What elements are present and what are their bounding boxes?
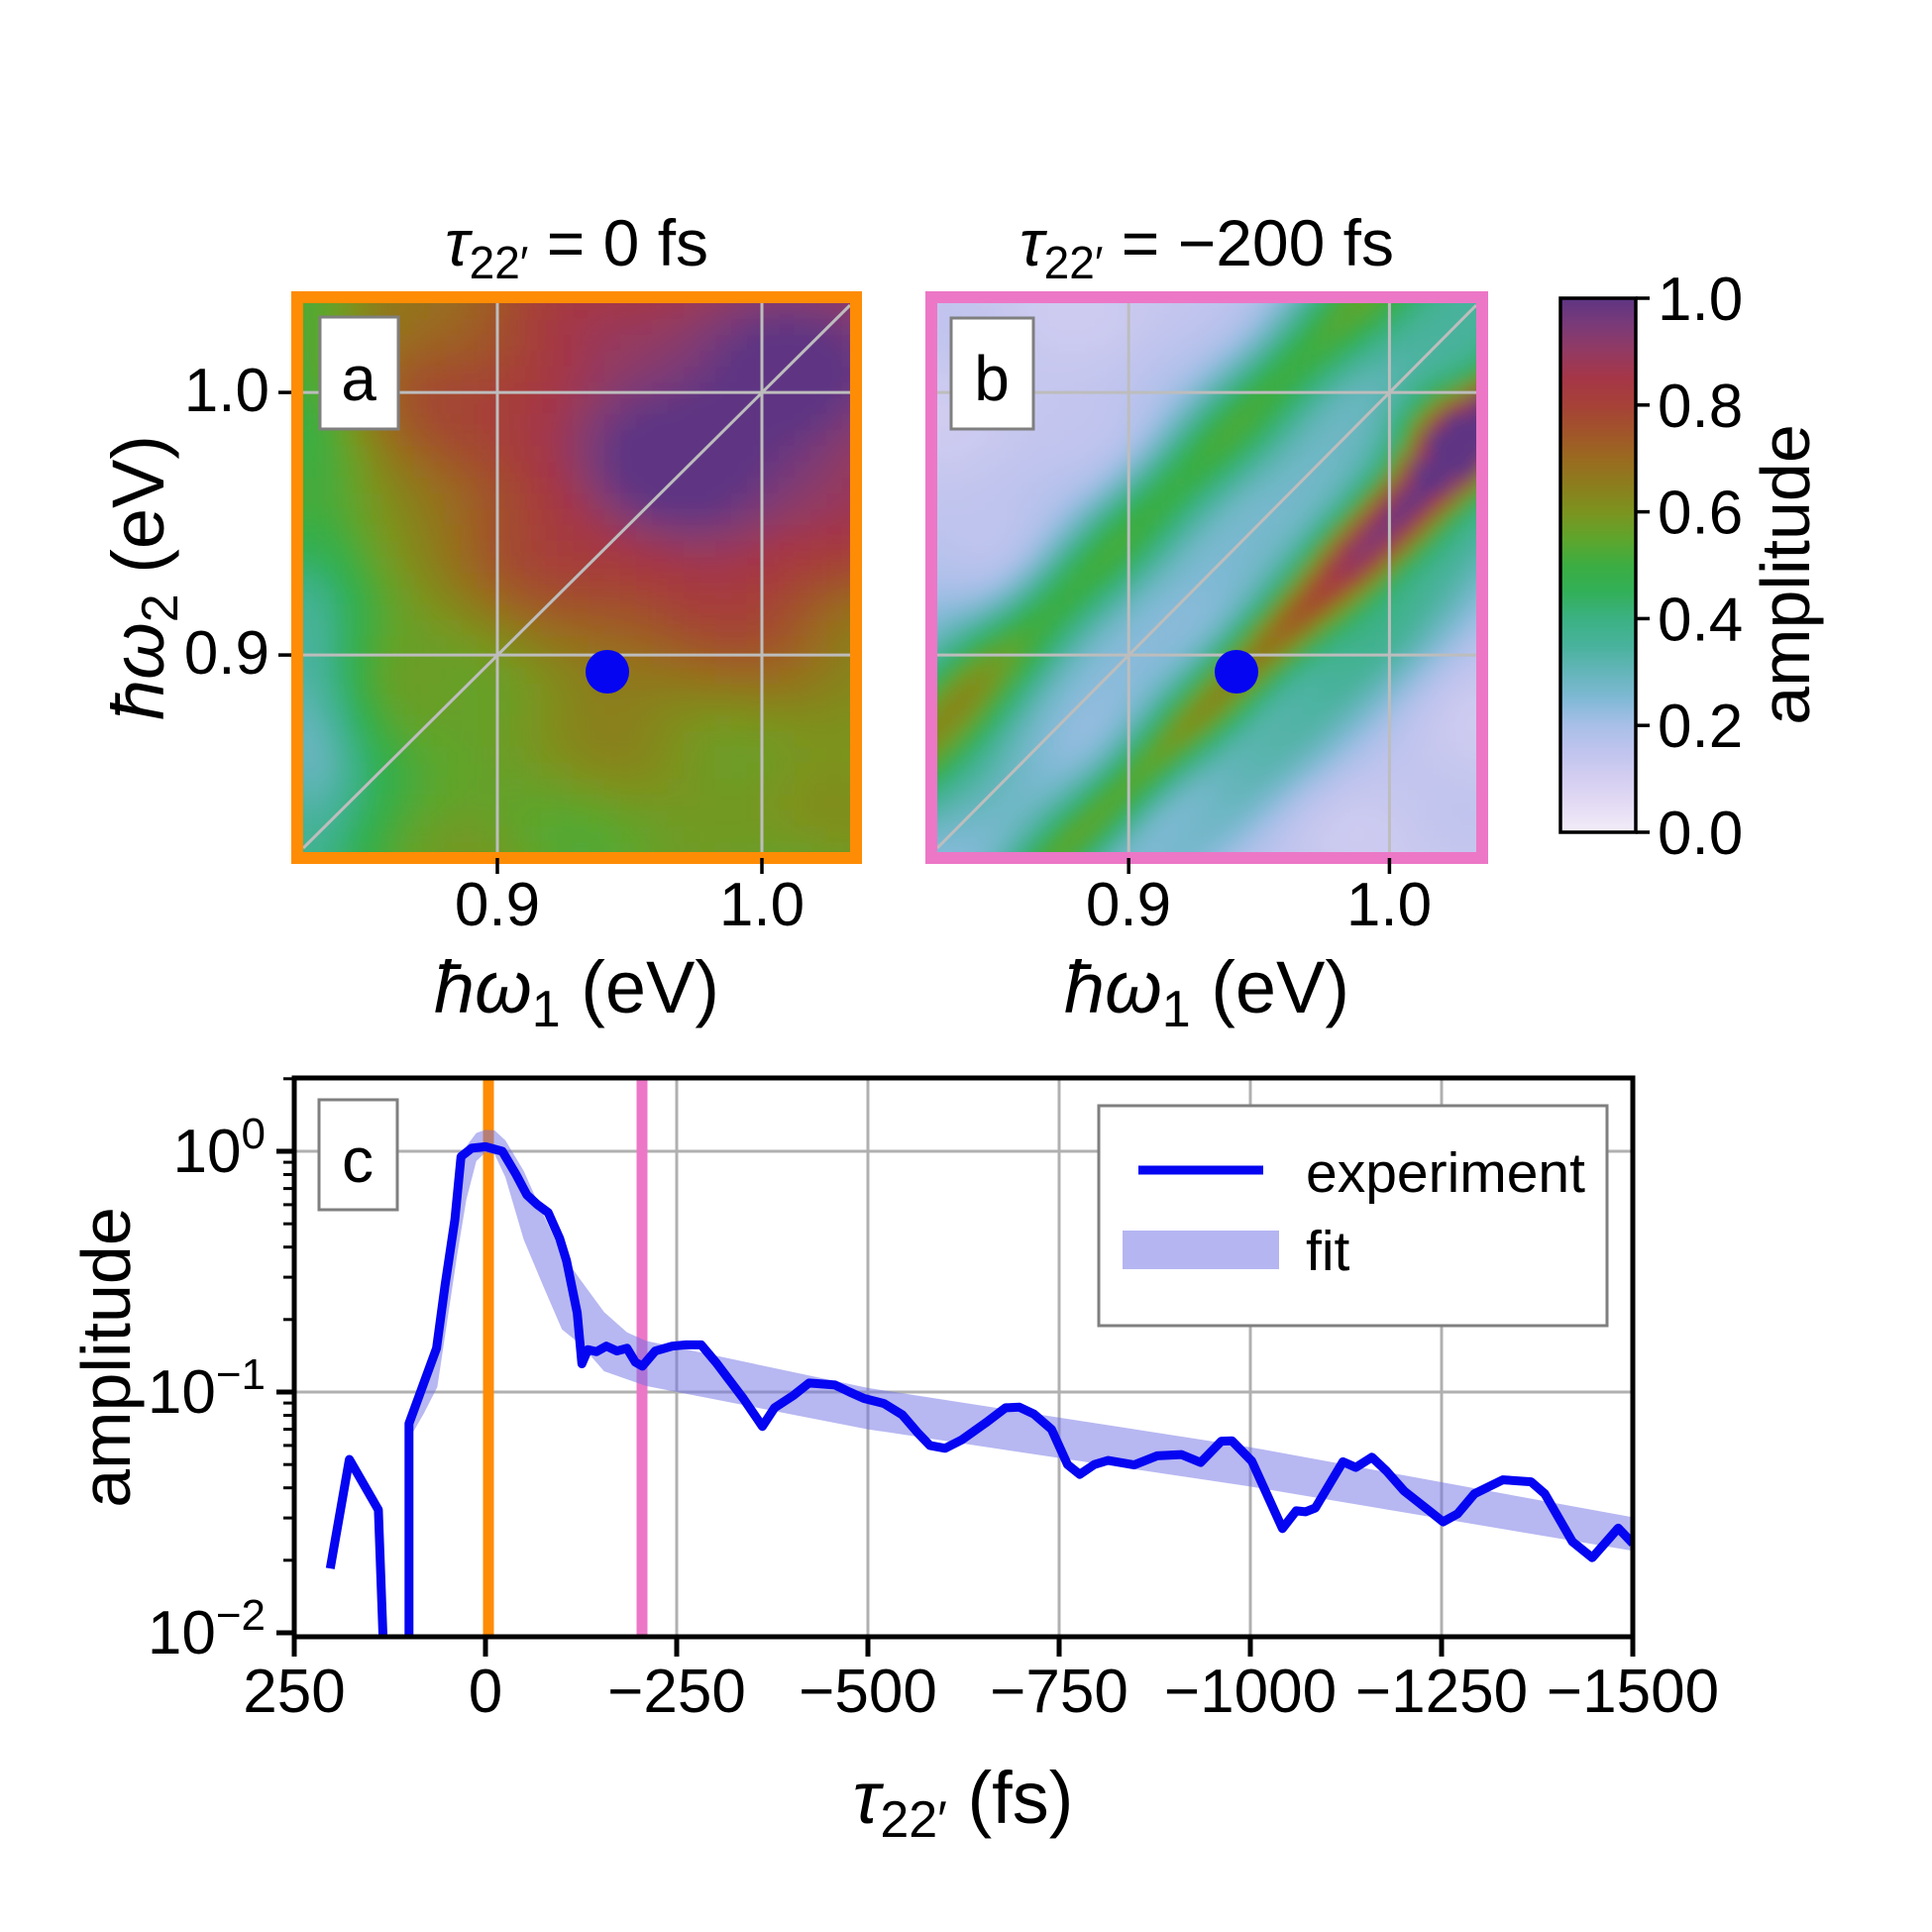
svg-text:τ22′ = −200 fs: τ22′ = −200 fs <box>1020 206 1394 288</box>
svg-text:ħω1 (eV): ħω1 (eV) <box>1064 946 1349 1038</box>
svg-text:c: c <box>342 1125 374 1196</box>
svg-text:100: 100 <box>173 1110 266 1186</box>
svg-text:−750: −750 <box>990 1658 1128 1726</box>
svg-text:experiment: experiment <box>1306 1141 1585 1205</box>
svg-text:−1250: −1250 <box>1355 1658 1528 1726</box>
svg-text:0.0: 0.0 <box>1658 800 1743 868</box>
svg-text:250: 250 <box>243 1658 345 1726</box>
svg-text:−500: −500 <box>799 1658 937 1726</box>
svg-text:1.0: 1.0 <box>1658 266 1743 334</box>
svg-text:b: b <box>974 343 1010 414</box>
svg-text:0.9: 0.9 <box>1086 871 1171 939</box>
svg-text:−1000: −1000 <box>1164 1658 1337 1726</box>
svg-text:1.0: 1.0 <box>719 871 805 939</box>
svg-text:a: a <box>341 343 376 414</box>
svg-text:ħω2 (eV): ħω2 (eV) <box>97 435 189 720</box>
svg-text:τ22′ (fs): τ22′ (fs) <box>853 1757 1074 1849</box>
svg-text:τ22′ = 0 fs: τ22′ = 0 fs <box>445 206 708 288</box>
svg-text:0.6: 0.6 <box>1658 480 1743 548</box>
svg-text:0.8: 0.8 <box>1658 373 1743 441</box>
svg-text:fit: fit <box>1306 1220 1350 1283</box>
svg-text:0: 0 <box>469 1658 502 1726</box>
svg-text:amplitude: amplitude <box>67 1207 145 1508</box>
svg-text:−1500: −1500 <box>1547 1658 1719 1726</box>
svg-text:ħω1 (eV): ħω1 (eV) <box>434 946 719 1038</box>
svg-text:1.0: 1.0 <box>184 357 269 425</box>
svg-text:amplitude: amplitude <box>1747 424 1824 725</box>
svg-text:1.0: 1.0 <box>1346 871 1432 939</box>
svg-text:−250: −250 <box>607 1658 746 1726</box>
svg-text:0.9: 0.9 <box>184 619 269 688</box>
svg-text:0.9: 0.9 <box>455 871 540 939</box>
svg-text:0.4: 0.4 <box>1658 586 1743 654</box>
svg-text:0.2: 0.2 <box>1658 693 1743 761</box>
